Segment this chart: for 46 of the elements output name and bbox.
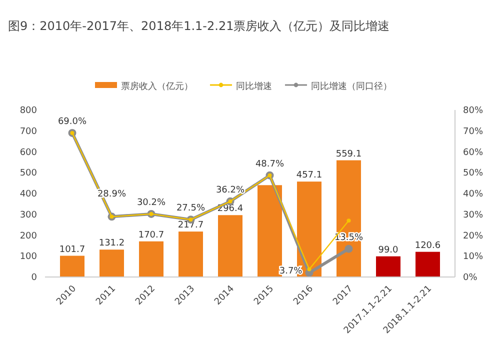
data-label: 36.2% bbox=[216, 185, 245, 196]
y-tick-label: 300 bbox=[20, 210, 38, 220]
y-tick-label: 400 bbox=[20, 190, 38, 200]
y2-tick-label: 0% bbox=[463, 273, 478, 283]
y-tick-label: 700 bbox=[20, 126, 38, 137]
legend-label: 同比增速（同口径） bbox=[311, 81, 392, 92]
y2-tick-label: 50% bbox=[463, 168, 484, 179]
point bbox=[307, 267, 312, 272]
bar bbox=[60, 256, 84, 277]
legend-label: 同比增速 bbox=[236, 81, 272, 92]
bar bbox=[258, 185, 282, 277]
data-label: 131.2 bbox=[98, 238, 125, 249]
data-label: 30.2% bbox=[136, 198, 166, 208]
bar bbox=[376, 256, 400, 277]
data-label: 69.0% bbox=[58, 116, 87, 127]
y-tick-label: 100 bbox=[20, 252, 38, 262]
y-tick-label: 200 bbox=[20, 231, 38, 242]
bar bbox=[139, 241, 164, 277]
legend-label: 票房收入（亿元） bbox=[121, 81, 193, 92]
y-tick-label: 500 bbox=[20, 168, 38, 179]
data-label: 99.0 bbox=[378, 245, 399, 256]
bar bbox=[178, 232, 203, 277]
data-label: 48.7% bbox=[255, 159, 284, 170]
y2-tick-label: 70% bbox=[463, 126, 484, 137]
data-label: 457.1 bbox=[296, 170, 322, 181]
point bbox=[344, 244, 353, 253]
data-label: 101.7 bbox=[59, 244, 86, 255]
data-label: 559.1 bbox=[336, 149, 362, 160]
y2-tick-label: 10% bbox=[463, 252, 484, 262]
y2-tick-label: 20% bbox=[463, 231, 484, 242]
y2-tick-label: 60% bbox=[463, 148, 484, 158]
data-label: 170.7 bbox=[138, 230, 164, 240]
bar bbox=[100, 250, 124, 277]
y-tick-label: 800 bbox=[20, 106, 38, 116]
y2-tick-label: 40% bbox=[463, 190, 484, 200]
data-label: 120.6 bbox=[414, 240, 441, 251]
bar bbox=[218, 215, 242, 277]
y-tick-label: 0 bbox=[31, 273, 38, 283]
chart-title: 图9：2010年-2017年、2018年1.1-2.21票房收入（亿元）及同比增速 bbox=[8, 19, 390, 33]
y-tick-label: 600 bbox=[20, 148, 38, 158]
y2-tick-label: 30% bbox=[463, 210, 484, 220]
y2-tick-label: 80% bbox=[463, 106, 484, 116]
bar bbox=[416, 252, 440, 277]
data-label: 27.5% bbox=[176, 204, 206, 214]
bar bbox=[336, 160, 361, 277]
point bbox=[346, 218, 351, 223]
